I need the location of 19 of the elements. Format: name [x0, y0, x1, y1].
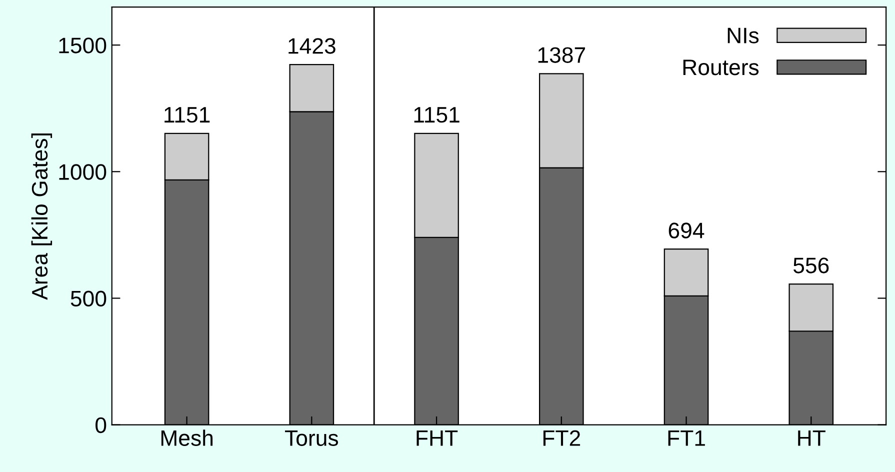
total-label: 1423: [288, 38, 336, 54]
total-label: 1151: [414, 107, 460, 123]
y-tick-label: 0: [96, 417, 106, 434]
total-label: 556: [793, 258, 829, 274]
x-tick-label: Torus: [285, 430, 338, 446]
legend-label: Routers: [683, 60, 759, 76]
x-tick-label: FT2: [543, 430, 580, 446]
y-tick-label: 500: [70, 290, 106, 306]
y-tick-label: 1500: [59, 38, 106, 54]
y-tick-label: 1000: [59, 164, 106, 180]
total-label: 1387: [538, 47, 585, 63]
x-tick-label: HT: [798, 430, 826, 446]
x-tick-label: FHT: [416, 430, 458, 446]
x-tick-label: Mesh: [161, 430, 213, 446]
total-label: 1151: [164, 107, 210, 123]
total-label: 694: [668, 222, 704, 238]
x-tick-label: FT1: [668, 430, 705, 446]
y-axis-title: Area [Kilo Gates]: [31, 134, 52, 300]
legend-label: NIs: [728, 28, 759, 44]
